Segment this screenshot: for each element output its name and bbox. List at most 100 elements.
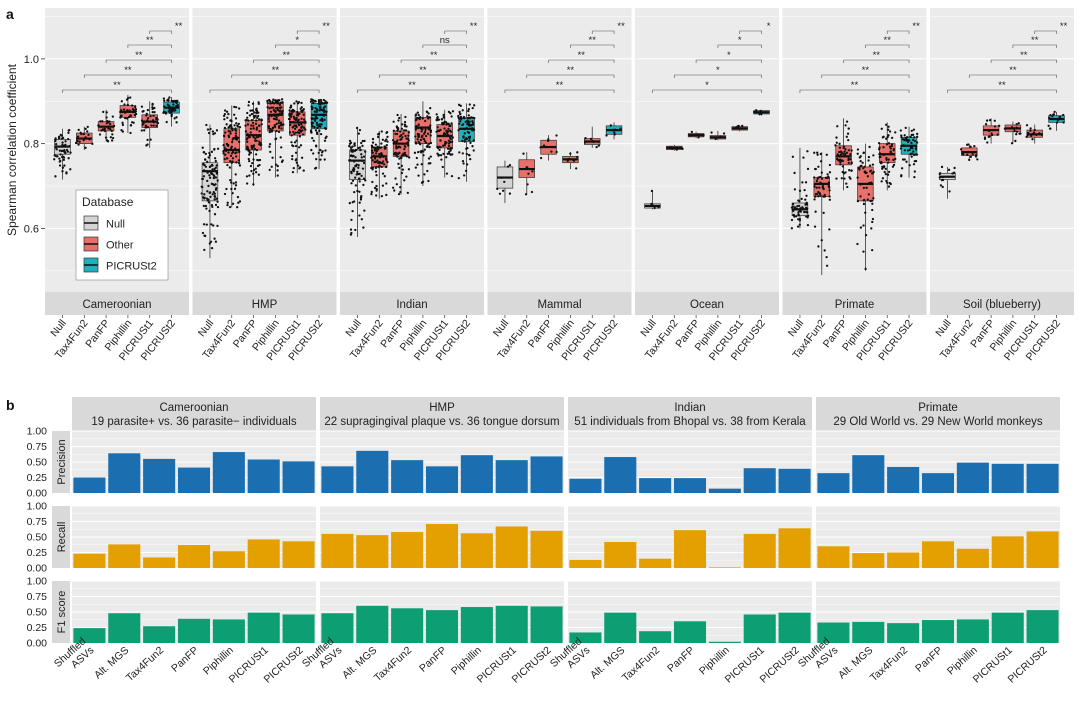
data-point: [91, 142, 94, 145]
data-point: [249, 127, 253, 130]
data-point: [214, 203, 218, 207]
y-tick-label: 1.0: [24, 54, 39, 66]
data-point: [793, 171, 796, 175]
data-point: [426, 115, 429, 118]
data-point: [246, 116, 249, 119]
data-point: [916, 141, 919, 144]
bar-panfp: [425, 466, 459, 493]
data-point: [268, 145, 271, 148]
data-point: [223, 192, 227, 196]
data-point: [862, 186, 865, 190]
significance-label: *: [716, 65, 720, 76]
facet-panel-background: [930, 8, 1074, 292]
data-point: [801, 206, 804, 209]
data-point: [839, 153, 843, 156]
data-point: [249, 164, 253, 168]
data-point: [206, 171, 209, 174]
data-point: [867, 155, 871, 159]
data-point: [312, 139, 315, 142]
data-point: [124, 116, 127, 120]
data-point: [908, 139, 911, 142]
data-point: [280, 146, 283, 149]
data-point: [315, 131, 319, 134]
data-point: [1055, 121, 1059, 124]
significance-bracket: **: [149, 21, 183, 34]
data-point: [248, 174, 251, 177]
data-point: [913, 153, 916, 156]
row-strip: [52, 506, 70, 568]
data-point: [900, 134, 903, 137]
data-point: [422, 132, 426, 135]
significance-label: *: [767, 21, 771, 32]
data-point: [226, 163, 229, 167]
data-point: [689, 134, 692, 137]
data-point: [758, 113, 761, 116]
data-point: [277, 126, 281, 129]
bar-picrust2: [530, 530, 563, 568]
data-point: [213, 147, 216, 151]
data-point: [129, 131, 132, 135]
data-point: [149, 115, 152, 118]
data-point: [55, 148, 58, 151]
data-point: [235, 161, 238, 164]
data-point: [297, 100, 301, 104]
data-point: [293, 121, 296, 124]
data-point: [254, 137, 257, 140]
data-point: [904, 126, 907, 129]
data-point: [471, 120, 474, 123]
data-point: [671, 147, 674, 150]
bar-alt-mgs: [108, 453, 141, 493]
significance-bracket: **: [947, 80, 1057, 93]
data-point: [385, 193, 388, 197]
data-point: [399, 190, 402, 194]
bar-tax4fun2: [391, 460, 424, 493]
data-point: [436, 116, 439, 120]
y-tick-label: 0.25: [27, 472, 48, 484]
data-point: [913, 176, 916, 179]
facet-header: [816, 397, 1060, 431]
data-point: [310, 105, 313, 108]
data-point: [61, 141, 64, 144]
data-point: [152, 124, 155, 127]
data-point: [816, 151, 819, 154]
data-point: [212, 177, 216, 180]
data-point: [318, 123, 321, 126]
data-point: [238, 200, 242, 203]
data-point: [843, 150, 846, 153]
significance-label: **: [430, 50, 438, 61]
data-point: [302, 169, 305, 172]
bar-picrust2: [1026, 531, 1059, 568]
data-point: [223, 126, 227, 129]
data-point: [817, 195, 820, 198]
data-point: [175, 99, 178, 103]
data-point: [315, 145, 318, 148]
data-point: [422, 150, 425, 153]
data-point: [398, 157, 401, 160]
data-point: [445, 123, 448, 126]
significance-label: **: [556, 80, 564, 91]
data-point: [459, 115, 463, 119]
data-point: [351, 201, 354, 204]
data-point: [890, 143, 894, 146]
data-point: [215, 197, 218, 200]
data-point: [903, 149, 907, 152]
facet-panel-background: [635, 8, 779, 292]
facet-strip-label: Indian: [396, 299, 427, 311]
data-point: [403, 123, 407, 126]
significance-bracket: **: [83, 65, 172, 78]
data-point: [351, 179, 355, 182]
data-point: [150, 124, 153, 127]
data-point: [467, 122, 471, 126]
bar-panfp: [673, 478, 707, 493]
data-point: [887, 185, 891, 188]
data-point: [463, 132, 466, 135]
data-point: [155, 124, 158, 127]
data-point: [104, 136, 108, 139]
data-point: [399, 138, 402, 141]
y-tick-label: 0.6: [24, 223, 39, 235]
data-point: [267, 127, 271, 130]
data-point: [404, 153, 407, 157]
data-point: [231, 157, 235, 160]
